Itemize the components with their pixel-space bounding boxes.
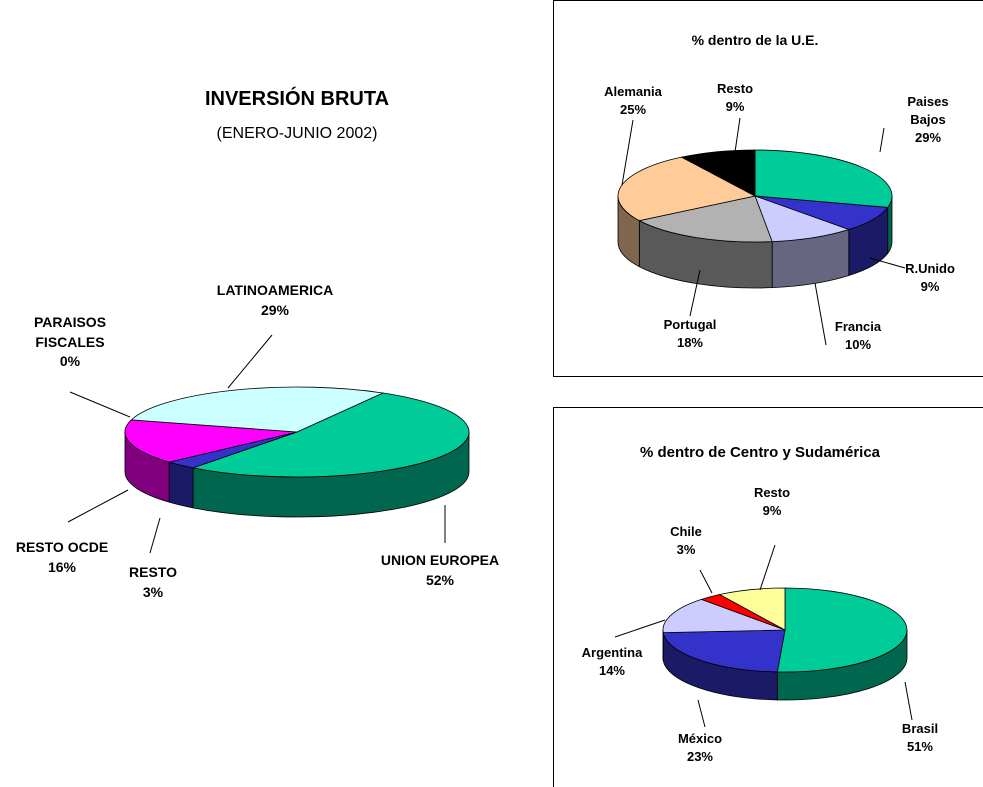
data-label: Chile 3% <box>670 523 702 559</box>
label-name: RESTO <box>129 564 177 580</box>
label-name: Brasil <box>901 721 939 736</box>
slice <box>662 598 786 634</box>
slice <box>638 195 773 243</box>
data-label: RESTO 3% <box>129 563 177 602</box>
label-name: Francia <box>834 319 882 334</box>
slice <box>130 386 385 433</box>
slice <box>776 587 908 673</box>
label-name: Resto <box>753 485 791 500</box>
label-value: 18% <box>676 335 704 351</box>
label-value: 14% <box>598 663 626 679</box>
label-value: 9% <box>920 279 940 295</box>
slice <box>191 392 470 478</box>
slice <box>124 419 298 463</box>
label-name: UNION EUROPEA <box>380 552 500 568</box>
leader-line <box>699 569 713 594</box>
label-value: 51% <box>906 739 934 755</box>
label-value: 10% <box>844 337 872 353</box>
leader-line <box>69 391 131 418</box>
slice <box>617 156 757 222</box>
label-name: RESTO OCDE <box>15 539 109 555</box>
label-name: Argentina <box>581 645 643 660</box>
label-value: 0% <box>59 353 81 370</box>
label-name: Resto <box>716 81 754 96</box>
data-label: Portugal 18% <box>664 316 717 352</box>
chart-title: INVERSIÓN BRUTA <box>204 88 390 110</box>
slice <box>718 587 786 631</box>
leader-line <box>227 334 273 389</box>
data-label: Alemania 25% <box>604 83 662 119</box>
leader-line <box>734 117 741 153</box>
label-value: 16% <box>47 558 77 575</box>
leader-line <box>67 489 129 523</box>
label-value: 29% <box>914 130 942 146</box>
data-label: Brasil 51% <box>902 720 938 756</box>
slice <box>754 149 893 208</box>
data-label: PARAISOS FISCALES 0% <box>15 313 125 372</box>
frame-eu <box>553 0 983 377</box>
label-name: Portugal <box>663 317 717 332</box>
slice <box>754 195 851 243</box>
chart-title: % dentro de la U.E. <box>691 32 819 48</box>
data-label: LATINOAMERICA 29% <box>217 281 333 320</box>
leader-line <box>697 699 706 728</box>
slice <box>662 629 786 673</box>
slice <box>680 149 756 197</box>
data-label: Argentina 14% <box>582 644 643 680</box>
label-value: 3% <box>676 542 696 558</box>
label-value: 25% <box>619 102 647 118</box>
leader-line <box>814 282 827 346</box>
leader-line <box>904 681 913 721</box>
label-value: 52% <box>425 571 455 588</box>
label-value: 29% <box>260 301 290 318</box>
data-label: R.Unido 9% <box>905 260 955 296</box>
leader-line <box>879 127 885 153</box>
label-value: 9% <box>762 503 782 519</box>
frame-latam <box>553 407 983 787</box>
chart-title: % dentro de Centro y Sudamérica <box>639 444 881 461</box>
data-label: México 23% <box>678 730 722 766</box>
leader-line <box>689 269 701 317</box>
label-name: Alemania <box>604 84 662 99</box>
data-label: Francia 10% <box>835 318 881 354</box>
leader-line <box>614 619 666 638</box>
label-name: Chile <box>670 524 702 539</box>
leader-line <box>759 544 776 591</box>
leader-line <box>869 257 906 269</box>
label-value: 3% <box>142 583 164 600</box>
data-label: Resto 9% <box>754 484 790 520</box>
leader-line <box>621 119 634 186</box>
label-value: 23% <box>686 749 714 765</box>
label-name: LATINOAMERICA <box>216 282 334 298</box>
data-label: UNION EUROPEA 52% <box>381 551 499 590</box>
label-name: R.Unido <box>905 261 955 276</box>
leader-line <box>149 517 161 554</box>
data-label: RESTO OCDE 16% <box>16 538 108 577</box>
slice-side <box>168 461 194 509</box>
data-label: Paises Bajos 29% <box>903 93 953 148</box>
chart-subtitle: (ENERO-JUNIO 2002) <box>216 125 378 142</box>
label-name: Paises Bajos <box>907 94 949 128</box>
label-value: 9% <box>725 99 745 115</box>
label-name: PARAISOS FISCALES <box>33 314 107 350</box>
data-label: Resto 9% <box>717 80 753 116</box>
label-name: México <box>677 731 723 746</box>
